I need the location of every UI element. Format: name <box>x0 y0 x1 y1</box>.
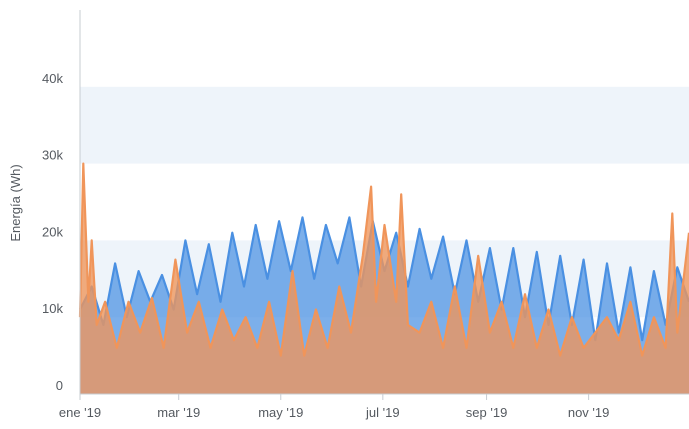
y-tick-label: 0 <box>56 378 63 393</box>
y-tick-label: 30k <box>42 148 63 163</box>
y-tick-label: 40k <box>42 71 63 86</box>
x-tick-label: ene '19 <box>59 405 101 420</box>
series-2-line <box>78 162 689 357</box>
y-axis-label: Energía (Wh) <box>8 164 23 241</box>
grid-band <box>80 86 689 164</box>
x-tick-label: sep '19 <box>466 405 508 420</box>
series-areas <box>78 162 689 394</box>
y-tick-label: 20k <box>42 224 63 239</box>
x-axis-ticks: ene '19 mar '19 may '19 jul '19 sep '19 nov '… <box>59 394 609 420</box>
axes <box>79 10 689 395</box>
y-axis-ticks: 0 10k 20k 30k 40k <box>42 71 63 393</box>
x-tick-label: mar '19 <box>157 405 200 420</box>
x-tick-label: nov '19 <box>568 405 610 420</box>
x-tick-label: jul '19 <box>365 405 400 420</box>
x-tick-label: may '19 <box>258 405 303 420</box>
y-tick-label: 10k <box>42 301 63 316</box>
